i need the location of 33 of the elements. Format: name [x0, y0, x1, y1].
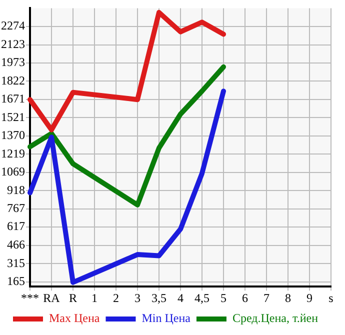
- y-tick-label: 2123: [1, 36, 25, 51]
- y-tick-label: 1973: [1, 55, 25, 70]
- x-tick-label: 4,5: [194, 290, 210, 305]
- y-tick-label: 918: [7, 182, 25, 197]
- x-tick-label: 3,5: [152, 290, 166, 305]
- x-tick-label: RA: [43, 290, 60, 305]
- x-tick-label: 5: [220, 290, 226, 305]
- x-tick-label: ***: [21, 290, 39, 305]
- x-tick-label: 9: [306, 290, 312, 305]
- y-tick-label: 617: [7, 219, 25, 234]
- y-tick-label: 2274: [1, 18, 25, 33]
- legend-label: Сред.Цена, т.йен: [232, 311, 319, 326]
- y-tick-label: 1219: [1, 146, 25, 160]
- y-tick-label: 767: [7, 201, 25, 216]
- x-tick-label: 7: [264, 290, 270, 305]
- y-tick-label: 165: [7, 274, 25, 288]
- x-tick-label: 1: [92, 290, 98, 305]
- y-tick-label: 1671: [1, 92, 25, 106]
- x-tick-label: s: [328, 290, 334, 305]
- y-tick-label: 1822: [1, 73, 25, 88]
- y-tick-label: 315: [7, 256, 25, 270]
- legend-label: Max Цена: [48, 311, 100, 326]
- x-tick-label: 8: [285, 290, 291, 305]
- y-tick-label: 466: [7, 237, 25, 252]
- legend-label: Min Цена: [142, 311, 192, 326]
- x-tick-label: 2: [113, 290, 119, 305]
- y-tick-label: 1069: [1, 164, 25, 178]
- y-tick-label: 1370: [1, 128, 25, 142]
- x-tick-label: R: [68, 290, 78, 305]
- x-tick-label: 3: [134, 290, 140, 305]
- x-tick-label: 4: [178, 290, 184, 305]
- y-tick-label: 1521: [1, 110, 25, 124]
- x-tick-label: 6: [242, 290, 248, 305]
